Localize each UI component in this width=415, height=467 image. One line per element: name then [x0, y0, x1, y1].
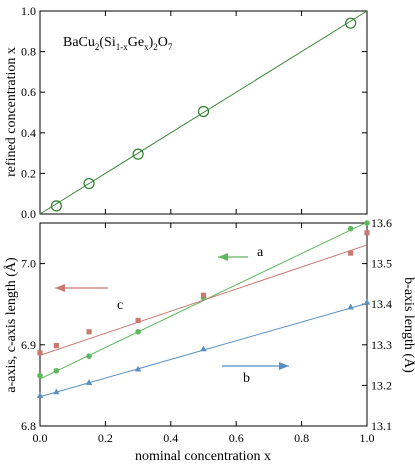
x-axis-label: nominal concentration x: [135, 449, 271, 464]
bottom-data-points: [36, 220, 371, 398]
left-y-tick-label: 6.9: [21, 338, 36, 352]
data-point-a: [135, 329, 141, 335]
top-y-tick-label: 0.2: [21, 166, 36, 180]
data-point-c: [200, 292, 207, 298]
right-y-tick-label: 13.1: [371, 419, 392, 433]
data-point-b: [36, 392, 44, 398]
data-point-a: [347, 225, 354, 232]
top-y-tick-label: 0.8: [21, 45, 36, 59]
top-y-tick-label: 1.0: [21, 4, 36, 18]
data-point-c: [37, 350, 43, 356]
top-fit-line: [39, 10, 368, 215]
top-panel: 0.0 0.2 0.4 0.6 0.8 1.0 refined concentration…: [4, 4, 368, 221]
bottom-plot-frame: [39, 222, 368, 427]
data-point-b: [200, 345, 207, 352]
x-tick-label: 1.0: [360, 431, 375, 445]
x-tick-label: 0.2: [98, 431, 113, 445]
data-point-b: [363, 298, 371, 305]
x-tick-label: 0.6: [229, 431, 244, 445]
bottom-panel: 6.86.97.0 13.113.213.313.413.513.6 0.0 0.…: [3, 216, 415, 464]
bottom-right-y-axis-label: b-axis length (Å): [401, 277, 415, 373]
top-data-point: [345, 17, 357, 29]
data-point-b: [85, 379, 93, 385]
top-data-point: [132, 148, 144, 160]
top-data-point: [197, 105, 210, 118]
x-tick-label: 0.0: [33, 431, 48, 445]
bottom-right-y-ticks: 13.1 13.2 13.3 13.4 13.5 13.6: [362, 216, 392, 433]
top-plot-frame: [39, 10, 368, 215]
right-y-tick-label: 13.5: [371, 257, 392, 271]
bottom-fit-lines: [39, 221, 368, 398]
data-point-a: [86, 353, 92, 359]
bottom-left-y-ticks: 6.8 6.9 7.0: [21, 257, 45, 433]
data-point-b: [134, 365, 142, 372]
right-y-tick-label: 13.6: [371, 216, 392, 230]
data-point-c: [364, 230, 370, 236]
data-point-a: [364, 220, 370, 226]
right-y-tick-label: 13.3: [371, 338, 392, 352]
data-point-c: [86, 329, 92, 335]
series-arrows: [55, 253, 289, 370]
top-data-point: [50, 200, 62, 212]
data-point-c: [135, 317, 141, 324]
data-point-c: [53, 343, 59, 349]
left-y-tick-label: 7.0: [21, 257, 36, 271]
top-y-tick-label: 0.4: [21, 126, 36, 140]
top-y-tick-label: 0.6: [21, 85, 36, 99]
bottom-left-y-axis-label: a-axis, c-axis length (Å): [3, 257, 19, 393]
top-y-axis-label: refined concentration x: [4, 47, 19, 177]
x-tick-label: 0.4: [163, 431, 178, 445]
label-b: b: [243, 371, 250, 386]
top-data-points: [50, 17, 357, 212]
top-x-ticks: [39, 11, 368, 214]
data-point-c: [348, 250, 354, 256]
x-tick-label: 0.8: [294, 431, 309, 445]
arrow-a-head: [218, 253, 228, 261]
top-y-ticks: 0.0 0.2 0.4 0.6 0.8 1.0: [21, 4, 367, 221]
top-data-point: [83, 177, 95, 190]
arrow-c-head: [55, 284, 65, 292]
data-point-b: [347, 303, 354, 310]
label-c: c: [117, 298, 123, 313]
data-point-a: [37, 372, 43, 379]
right-y-tick-label: 13.4: [371, 297, 392, 311]
left-y-tick-label: 6.8: [21, 419, 36, 433]
top-y-tick-label: 0.0: [21, 207, 36, 221]
formula-label: BaCu2(Si1-xGex)2O7: [63, 35, 173, 52]
label-a: a: [257, 245, 264, 260]
bottom-x-ticks: 0.0 0.2 0.4 0.6 0.8 1.0: [33, 223, 375, 445]
data-point-a: [53, 367, 60, 374]
right-y-tick-label: 13.2: [371, 378, 392, 392]
data-point-b: [53, 388, 60, 395]
arrow-b-head: [279, 362, 289, 370]
